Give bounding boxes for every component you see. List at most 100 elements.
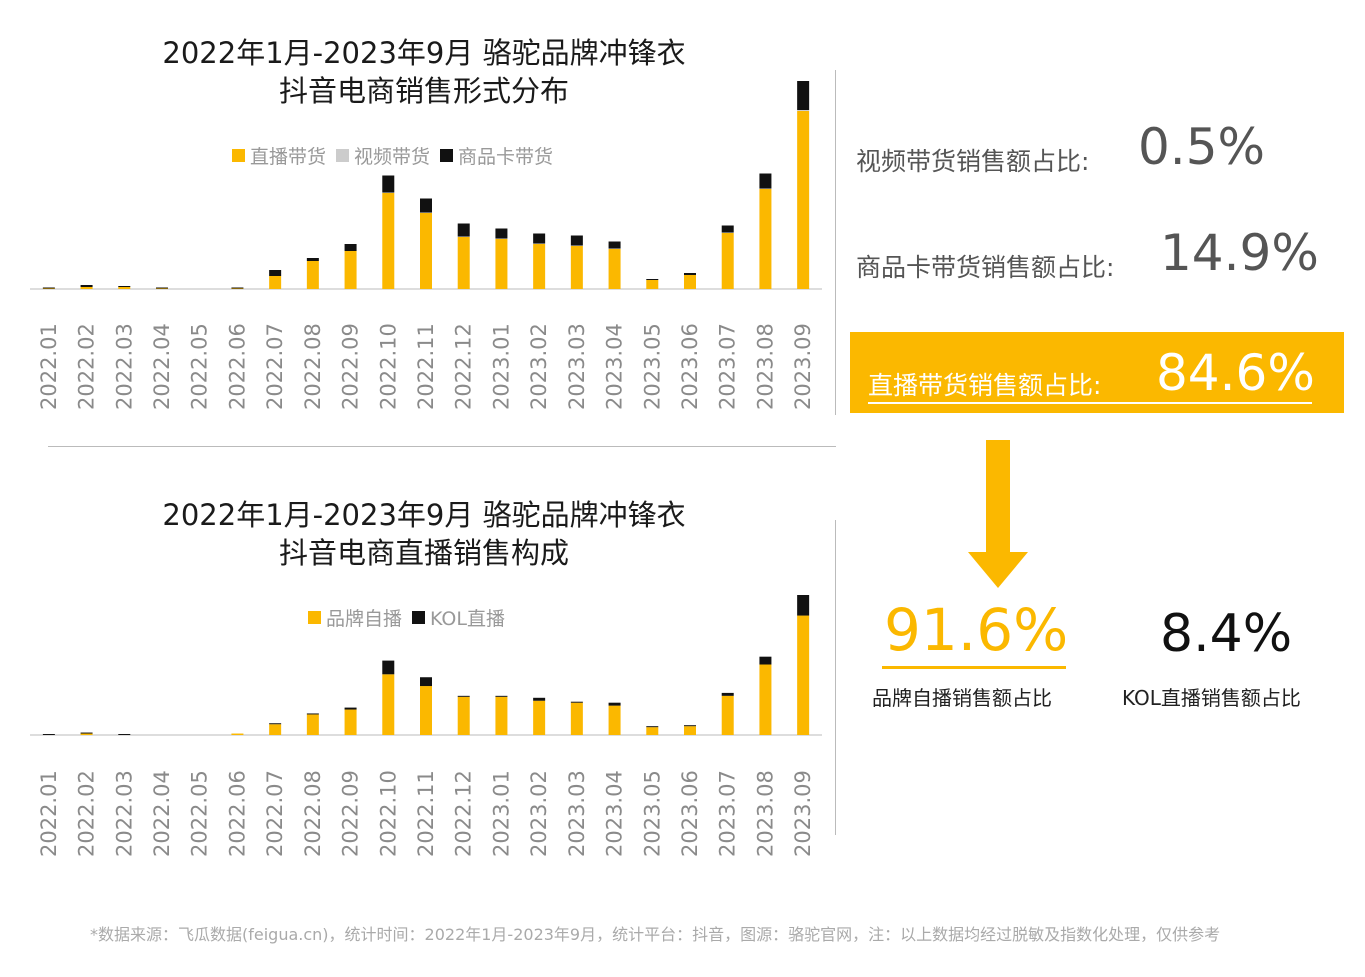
chart2-tick-label: 2023.02: [527, 770, 551, 857]
chart2-tick-label: 2023.05: [640, 770, 664, 857]
chart1-bar-2023.03-s0: [570, 246, 583, 289]
chart1-tick-label: 2022.12: [452, 323, 476, 410]
live-share-highlight: 直播带货销售额占比: 84.6%: [850, 332, 1344, 413]
legend-swatch-card: [440, 149, 454, 162]
chart1-tick-label: 2022.06: [225, 323, 249, 410]
chart1-tick-label: 2022.10: [376, 323, 400, 410]
chart1-tick-label: 2023.04: [603, 323, 627, 410]
chart1-bar-2023.06-s2: [684, 273, 696, 275]
chart1-bar-2023.04-s2: [608, 241, 621, 249]
chart2-tick-label: 2022.04: [150, 770, 174, 857]
chart2-bar-2023.03-s0: [570, 702, 583, 735]
chart2-bar-2022.03-s1: [118, 734, 131, 735]
chart1-tick-label: 2022.04: [150, 323, 174, 410]
chart2-tick-label: 2022.12: [452, 770, 476, 857]
chart1-bar-2022.04-s0: [156, 288, 168, 289]
chart2-tick-label: 2022.05: [188, 770, 212, 857]
chart2-bar-2023.09-s0: [797, 615, 810, 735]
chart1-bar-2023.06-s0: [684, 275, 696, 289]
chart1-bar-2023.07-s2: [721, 225, 734, 233]
chart1-bar-2023.05-s2: [646, 279, 659, 280]
legend-swatch-brand: [308, 611, 321, 624]
chart1-bar-2022.02-s0: [80, 287, 93, 289]
chart1-title-line1: 2022年1月-2023年9月 骆驼品牌冲锋衣: [162, 36, 686, 70]
chart2-tick-label: 2022.06: [225, 770, 249, 857]
chart1-bar-2022.11-s2: [420, 198, 432, 213]
chart2-tick-label: 2022.03: [112, 770, 136, 857]
chart2-title: 2022年1月-2023年9月 骆驼品牌冲锋衣 抖音电商直播销售构成: [44, 496, 804, 572]
chart2-bar-2022.07-s1: [269, 723, 282, 725]
chart1-tick-label: 2022.08: [301, 323, 325, 410]
brand-share-underline: [882, 666, 1066, 669]
chart2-bar-2022.10-s0: [382, 674, 395, 735]
chart2-bar-2022.12-s1: [457, 695, 470, 697]
chart2-bar-2023.05-s1: [646, 726, 659, 728]
chart2-bar-2023.09-s1: [797, 595, 810, 616]
chart2-bar-2022.09-s1: [344, 707, 357, 710]
chart1-title-line2: 抖音电商销售形式分布: [278, 74, 569, 108]
chart2-bar-2023.03-s1: [570, 701, 583, 703]
chart2-tick-label: 2022.07: [263, 770, 287, 857]
chart1-bar-2023.01-s0: [495, 239, 508, 289]
chart1-bar-2023.08-s2: [759, 173, 772, 189]
legend-item-card: 商品卡带货: [440, 142, 553, 169]
chart1-tick-label: 2023.02: [527, 323, 551, 410]
legend-swatch-live: [232, 149, 245, 162]
chart1-tick-label: 2023.01: [489, 323, 513, 410]
live-share-label: 直播带货销售额占比:: [868, 371, 1102, 400]
legend-item-video: 视频带货: [336, 142, 430, 169]
live-share-value: 84.6%: [1156, 344, 1315, 402]
legend-label-video: 视频带货: [354, 146, 431, 168]
chart1-tick-label: 2022.02: [75, 323, 99, 410]
chart1-tick-label: 2022.11: [414, 323, 438, 410]
video-share-label: 视频带货销售额占比:: [856, 147, 1090, 176]
chart1-bar-2023.02-s1: [533, 243, 546, 244]
chart2-bar-2023.01-s1: [495, 695, 508, 697]
divider-vertical-bottom: [835, 520, 836, 835]
chart2-bar-2022.09-s0: [344, 709, 357, 735]
chart2-tick-label: 2022.02: [75, 770, 99, 857]
chart1-tick-label: 2023.05: [640, 323, 664, 410]
chart2-bar-2023.01-s0: [495, 696, 508, 735]
chart2-bar-2022.12-s0: [457, 696, 470, 735]
chart1-bar-2022.06-s2: [231, 287, 244, 289]
chart2-title-line1: 2022年1月-2023年9月 骆驼品牌冲锋衣: [162, 498, 686, 532]
chart1-bar-2023.03-s1: [570, 245, 583, 246]
chart2-tick-label: 2022.10: [376, 770, 400, 857]
chart1-bar-2022.03-s0: [118, 287, 131, 289]
chart1-tick-label: 2023.07: [716, 323, 740, 410]
legend-item-brand: 品牌自播: [308, 604, 402, 631]
chart1-bar-2022.01-s2: [42, 287, 55, 289]
chart2-bar-2022.07-s0: [269, 724, 282, 735]
chart2-bar-2022.08-s1: [306, 713, 319, 715]
brand-share-value: 91.6%: [884, 596, 1069, 664]
chart1-bar-2022.10-s0: [382, 193, 395, 289]
chart1-bar-2023.01-s2: [495, 228, 508, 239]
chart2-tick-label: 2023.01: [489, 770, 513, 857]
chart2-bar-2022.11-s0: [420, 686, 432, 735]
legend-swatch-kol: [412, 611, 426, 624]
chart2-tick-label: 2023.04: [603, 770, 627, 857]
chart1-bar-2022.07-s0: [269, 276, 282, 289]
chart1-tick-label: 2023.06: [678, 323, 702, 410]
chart2-tick-label: 2023.08: [753, 770, 777, 857]
chart1-bar-2023.04-s0: [608, 249, 621, 289]
kol-share-label: KOL直播销售额占比: [1122, 686, 1301, 710]
chart1-bar-2022.07-s2: [269, 270, 282, 276]
chart1-bar-2023.02-s2: [533, 233, 546, 244]
chart1-tick-label: 2022.07: [263, 323, 287, 410]
chart1-bar-2022.12-s1: [457, 236, 470, 237]
chart1-bar-2022.02-s2: [80, 285, 93, 287]
chart1-bar-2023.08-s0: [759, 189, 772, 289]
legend-swatch-video: [336, 149, 350, 162]
divider-vertical-top: [835, 70, 836, 415]
video-share-value: 0.5%: [1138, 118, 1266, 176]
chart2-bar-2023.04-s0: [608, 705, 621, 735]
chart1-tick-label: 2022.09: [339, 323, 363, 410]
chart1-tick-label: 2023.03: [565, 323, 589, 410]
chart1-bar-2022.01-s0: [42, 288, 55, 289]
chart1-bar-2022.11-s0: [420, 213, 432, 289]
chart1-bar-2022.12-s0: [457, 237, 470, 289]
chart1-title: 2022年1月-2023年9月 骆驼品牌冲锋衣 抖音电商销售形式分布: [44, 34, 804, 110]
chart1-tick-label: 2023.08: [753, 323, 777, 410]
